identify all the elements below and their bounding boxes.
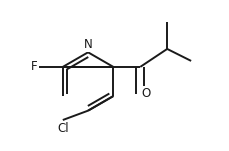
Text: F: F xyxy=(31,60,37,73)
Text: N: N xyxy=(83,38,92,51)
Text: Cl: Cl xyxy=(57,122,68,135)
Text: O: O xyxy=(141,87,150,100)
